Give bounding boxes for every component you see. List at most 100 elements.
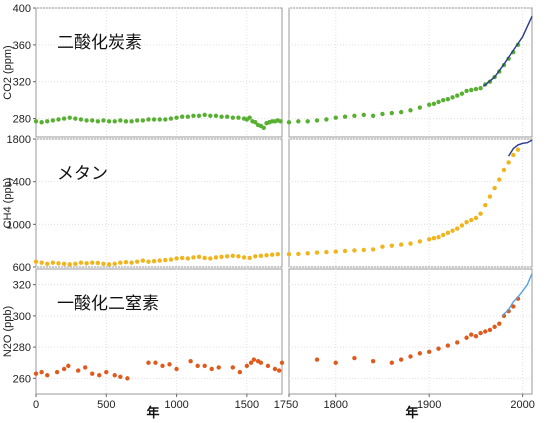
panel-title: 一酸化二窒素 xyxy=(57,294,159,314)
data-point xyxy=(125,376,130,381)
data-point xyxy=(305,251,310,256)
data-point xyxy=(370,358,376,364)
data-point xyxy=(431,101,437,107)
data-point xyxy=(213,113,219,119)
data-point xyxy=(473,333,479,339)
plot-frame-late xyxy=(288,268,533,395)
data-point xyxy=(39,369,44,375)
data-point xyxy=(146,259,151,264)
data-point xyxy=(483,329,488,334)
x-axis: 0 500 1000 1500 1750 1800 1900 2000 年 年 xyxy=(33,394,535,421)
data-point xyxy=(342,248,348,254)
data-point xyxy=(352,355,357,361)
data-point xyxy=(361,112,366,118)
data-point xyxy=(168,257,174,262)
x-axis-title-early: 年 xyxy=(146,405,159,421)
data-point xyxy=(258,360,264,365)
data-point xyxy=(208,113,213,119)
data-point xyxy=(459,223,465,228)
data-point xyxy=(244,363,250,369)
data-point xyxy=(106,262,112,267)
data-point xyxy=(151,258,157,264)
data-point xyxy=(492,324,497,330)
data-point xyxy=(296,119,301,124)
data-point xyxy=(473,86,479,92)
data-point xyxy=(146,360,151,365)
data-point xyxy=(352,248,357,253)
data-point xyxy=(237,369,243,375)
plot-frame-early xyxy=(35,268,283,395)
data-point xyxy=(202,363,207,369)
data-point xyxy=(83,365,88,370)
data-point xyxy=(251,357,257,362)
data-point xyxy=(389,110,395,116)
data-point xyxy=(39,260,44,265)
data-point xyxy=(248,360,254,365)
data-point xyxy=(487,327,493,333)
data-point xyxy=(75,368,81,373)
data-point xyxy=(241,255,247,260)
data-point xyxy=(264,253,269,258)
data-point xyxy=(118,260,123,265)
data-point xyxy=(61,261,67,266)
data-point xyxy=(112,261,117,266)
data-point xyxy=(342,114,348,119)
data-point xyxy=(185,114,191,119)
y-axis-label: CH4 (ppb) xyxy=(2,178,14,229)
data-point xyxy=(230,365,235,370)
data-point xyxy=(153,360,158,365)
data-point xyxy=(39,120,44,125)
data-point xyxy=(265,363,271,369)
data-point xyxy=(90,260,95,265)
data-point xyxy=(50,260,56,265)
data-point xyxy=(151,117,157,122)
data-point xyxy=(445,97,451,102)
data-point xyxy=(253,254,258,259)
y-axis-label: N2O (ppb) xyxy=(2,306,14,357)
panel-row-0: 280 320 360 400 CO2 (ppm) 二酸化炭素 xyxy=(2,3,533,138)
data-point xyxy=(188,358,193,364)
data-point xyxy=(305,119,310,124)
data-point xyxy=(191,113,196,119)
data-point xyxy=(464,88,469,94)
data-point xyxy=(253,120,258,125)
data-point xyxy=(258,253,264,258)
data-point xyxy=(90,371,95,376)
data-point xyxy=(61,116,67,121)
data-point xyxy=(426,102,432,107)
data-point xyxy=(398,357,404,362)
data-point xyxy=(389,360,395,365)
y-tick-label: 600 xyxy=(13,262,31,274)
data-point xyxy=(278,119,283,124)
data-point xyxy=(511,304,516,309)
data-point xyxy=(157,117,162,122)
plot-frame-early xyxy=(35,7,283,138)
x-tick-label: 500 xyxy=(97,399,115,411)
data-point xyxy=(101,118,106,123)
data-point xyxy=(224,254,230,259)
data-point xyxy=(417,105,423,110)
data-point xyxy=(123,260,129,265)
data-point xyxy=(224,114,230,119)
instrumental-line xyxy=(482,16,533,87)
data-point xyxy=(450,95,455,100)
data-point xyxy=(140,118,146,123)
x-tick-label: 1900 xyxy=(417,399,441,411)
panel-title: 二酸化炭素 xyxy=(57,33,142,53)
y-tick-label: 260 xyxy=(13,373,31,385)
data-point xyxy=(163,117,168,122)
data-point xyxy=(370,113,376,119)
data-point xyxy=(45,261,50,266)
data-point xyxy=(247,255,252,261)
data-point xyxy=(464,220,469,225)
data-point xyxy=(296,251,301,257)
data-point xyxy=(216,365,221,370)
data-point xyxy=(286,120,292,125)
data-point xyxy=(408,108,413,113)
y-tick-label: 320 xyxy=(13,77,31,89)
data-point xyxy=(209,366,214,372)
instrumental-line xyxy=(508,139,533,157)
data-point xyxy=(441,232,446,238)
data-point xyxy=(314,357,320,362)
data-point xyxy=(135,118,140,123)
